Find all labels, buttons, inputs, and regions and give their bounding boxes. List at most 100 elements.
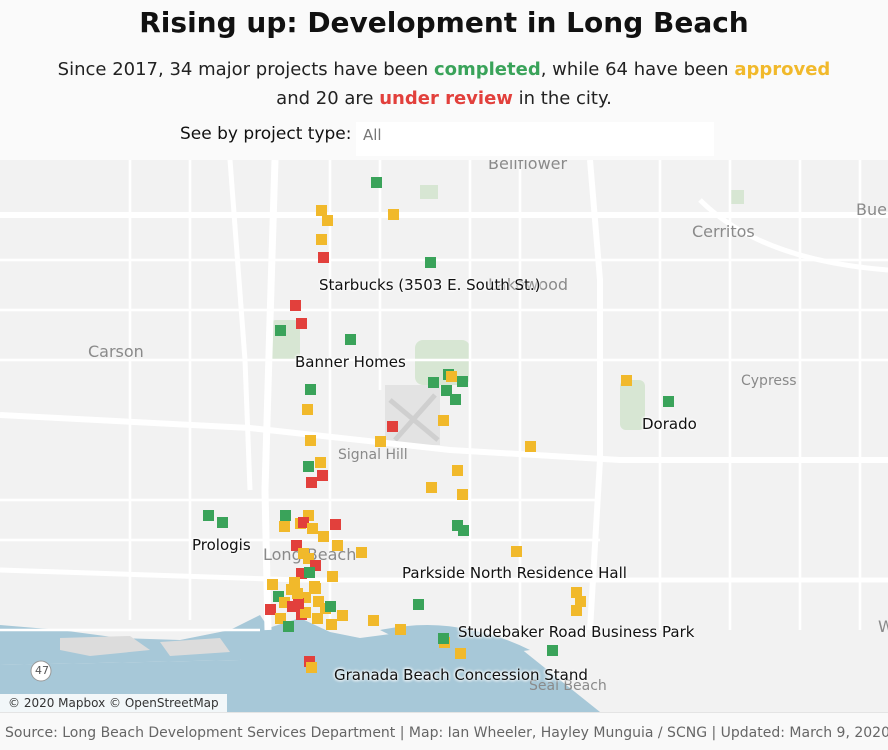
highway-shield: [30, 660, 52, 682]
approved-project-marker[interactable]: [302, 404, 313, 415]
under-review-project-marker[interactable]: [298, 517, 309, 528]
subtitle-text-3: and 20 are: [276, 88, 380, 109]
completed-project-marker[interactable]: [217, 517, 228, 528]
under-review-project-marker[interactable]: [317, 470, 328, 481]
approved-project-marker[interactable]: [337, 610, 348, 621]
completed-project-marker[interactable]: [303, 461, 314, 472]
approved-project-marker[interactable]: [327, 571, 338, 582]
approved-project-marker[interactable]: [332, 540, 343, 551]
under-review-project-marker[interactable]: [318, 252, 329, 263]
place-label-seal-beach: Seal Beach: [529, 678, 607, 694]
completed-project-marker[interactable]: [438, 633, 449, 644]
completed-project-marker[interactable]: [325, 601, 336, 612]
map[interactable]: Bellflower Bue Cerritos Lakewood Carson …: [0, 160, 888, 712]
under-review-project-marker[interactable]: [296, 318, 307, 329]
completed-project-marker[interactable]: [371, 177, 382, 188]
approved-project-marker[interactable]: [275, 613, 286, 624]
approved-project-marker[interactable]: [303, 510, 314, 521]
completed-project-marker[interactable]: [275, 325, 286, 336]
approved-project-marker[interactable]: [300, 607, 311, 618]
completed-project-marker[interactable]: [547, 645, 558, 656]
completed-project-marker[interactable]: [425, 257, 436, 268]
approved-project-marker[interactable]: [571, 605, 582, 616]
harbor-island: [60, 636, 150, 656]
under-review-project-marker[interactable]: [290, 300, 301, 311]
approved-project-marker[interactable]: [318, 531, 329, 542]
approved-project-marker[interactable]: [438, 415, 449, 426]
completed-project-marker[interactable]: [283, 621, 294, 632]
completed-project-marker[interactable]: [663, 396, 674, 407]
approved-project-marker[interactable]: [575, 596, 586, 607]
basemap: [0, 160, 888, 712]
under-review-project-marker[interactable]: [304, 656, 315, 667]
park: [420, 185, 438, 199]
approved-project-marker[interactable]: [316, 205, 327, 216]
approved-project-marker[interactable]: [279, 521, 290, 532]
completed-project-marker[interactable]: [441, 385, 452, 396]
approved-project-marker[interactable]: [426, 482, 437, 493]
place-label-w: W: [878, 617, 888, 636]
place-label-lakewood: Lakewood: [488, 275, 569, 294]
approved-project-marker[interactable]: [326, 619, 337, 630]
approved-project-marker[interactable]: [525, 441, 536, 452]
under-review-project-marker[interactable]: [291, 540, 302, 551]
project-type-select[interactable]: All: [356, 122, 714, 156]
approved-project-marker[interactable]: [286, 584, 297, 595]
approved-project-marker[interactable]: [395, 624, 406, 635]
approved-project-marker[interactable]: [312, 613, 323, 624]
completed-project-marker[interactable]: [452, 520, 463, 531]
approved-project-marker[interactable]: [571, 587, 582, 598]
approved-project-marker[interactable]: [305, 435, 316, 446]
approved-project-marker[interactable]: [267, 579, 278, 590]
approved-project-marker[interactable]: [446, 371, 457, 382]
approved-project-marker[interactable]: [356, 547, 367, 558]
completed-project-marker[interactable]: [305, 384, 316, 395]
approved-project-marker[interactable]: [621, 375, 632, 386]
completed-project-marker[interactable]: [345, 334, 356, 345]
place-label-signal-hill: Signal Hill: [338, 447, 408, 463]
approved-project-marker[interactable]: [368, 615, 379, 626]
under-review-project-marker[interactable]: [296, 568, 307, 579]
approved-project-marker[interactable]: [452, 465, 463, 476]
filter-label: See by project type:: [180, 124, 352, 144]
approved-project-marker[interactable]: [303, 553, 314, 564]
park: [730, 190, 744, 204]
approved-project-marker[interactable]: [511, 546, 522, 557]
completed-project-marker[interactable]: [428, 377, 439, 388]
under-review-project-marker[interactable]: [310, 560, 321, 571]
freeway: [227, 160, 253, 491]
approved-project-marker[interactable]: [457, 489, 468, 500]
approved-project-marker[interactable]: [313, 596, 324, 607]
approved-project-marker[interactable]: [316, 234, 327, 245]
under-review-project-marker[interactable]: [287, 601, 298, 612]
freeway: [0, 412, 888, 463]
completed-project-marker[interactable]: [458, 525, 469, 536]
approved-project-marker[interactable]: [307, 523, 318, 534]
under-review-project-marker[interactable]: [306, 477, 317, 488]
completed-project-marker[interactable]: [304, 567, 315, 578]
under-review-project-marker[interactable]: [293, 598, 304, 609]
under-review-project-marker[interactable]: [330, 519, 341, 530]
freeway: [587, 160, 603, 631]
completed-project-marker[interactable]: [450, 394, 461, 405]
under-review-project-marker[interactable]: [387, 421, 398, 432]
approved-project-marker[interactable]: [309, 581, 320, 592]
approved-project-marker[interactable]: [289, 577, 300, 588]
completed-project-marker[interactable]: [203, 510, 214, 521]
approved-project-marker[interactable]: [306, 662, 317, 673]
completed-project-marker[interactable]: [457, 376, 468, 387]
approved-project-marker[interactable]: [322, 215, 333, 226]
under-review-project-marker[interactable]: [265, 604, 276, 615]
subtitle-text-1: Since 2017, 34 major projects have been: [57, 59, 434, 80]
completed-project-marker[interactable]: [280, 510, 291, 521]
approved-project-marker[interactable]: [455, 648, 466, 659]
approved-project-marker[interactable]: [375, 436, 386, 447]
project-label-prologis: Prologis: [192, 536, 251, 554]
approved-project-marker[interactable]: [315, 457, 326, 468]
approved-project-marker[interactable]: [292, 588, 303, 599]
approved-project-marker[interactable]: [388, 209, 399, 220]
completed-project-marker[interactable]: [273, 591, 284, 602]
completed-project-marker[interactable]: [413, 599, 424, 610]
approved-project-marker[interactable]: [279, 597, 290, 608]
approved-project-marker[interactable]: [300, 592, 311, 603]
